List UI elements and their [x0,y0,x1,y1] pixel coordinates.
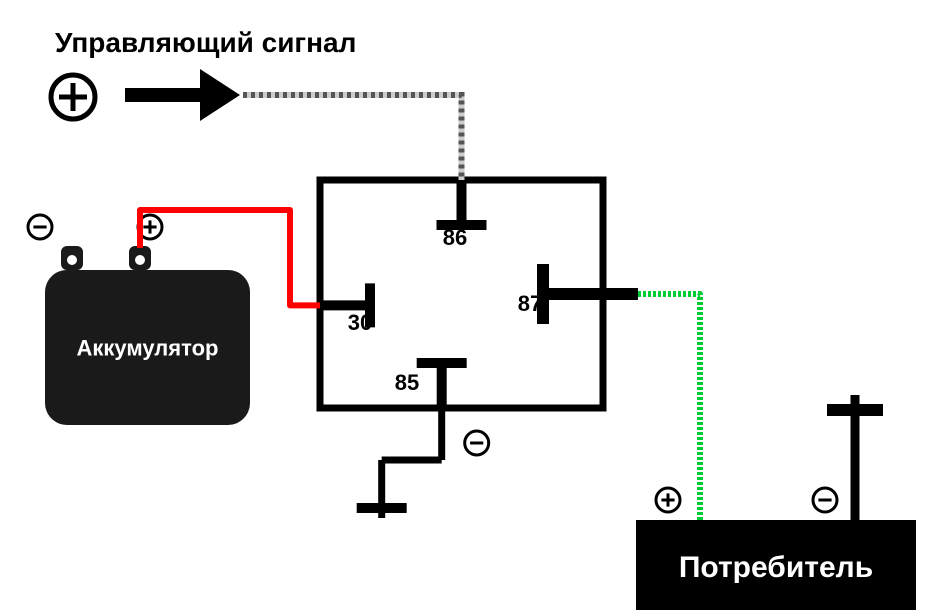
relay-wiring-diagram: Аккумулятор 86 85 30 87 Потребитель Управляющи… [0,0,931,616]
pin-30-label: 30 [348,310,372,335]
wire-control-signal [243,95,462,180]
battery-label: Аккумулятор [77,336,219,361]
pin-86-label: 86 [443,225,467,250]
consumer-label: Потребитель [679,551,873,584]
pin-87-label: 87 [518,291,542,316]
pin-85-label: 85 [395,370,419,395]
wire-load [638,294,700,520]
diagram-title: Управляющий сигнал [55,27,356,58]
